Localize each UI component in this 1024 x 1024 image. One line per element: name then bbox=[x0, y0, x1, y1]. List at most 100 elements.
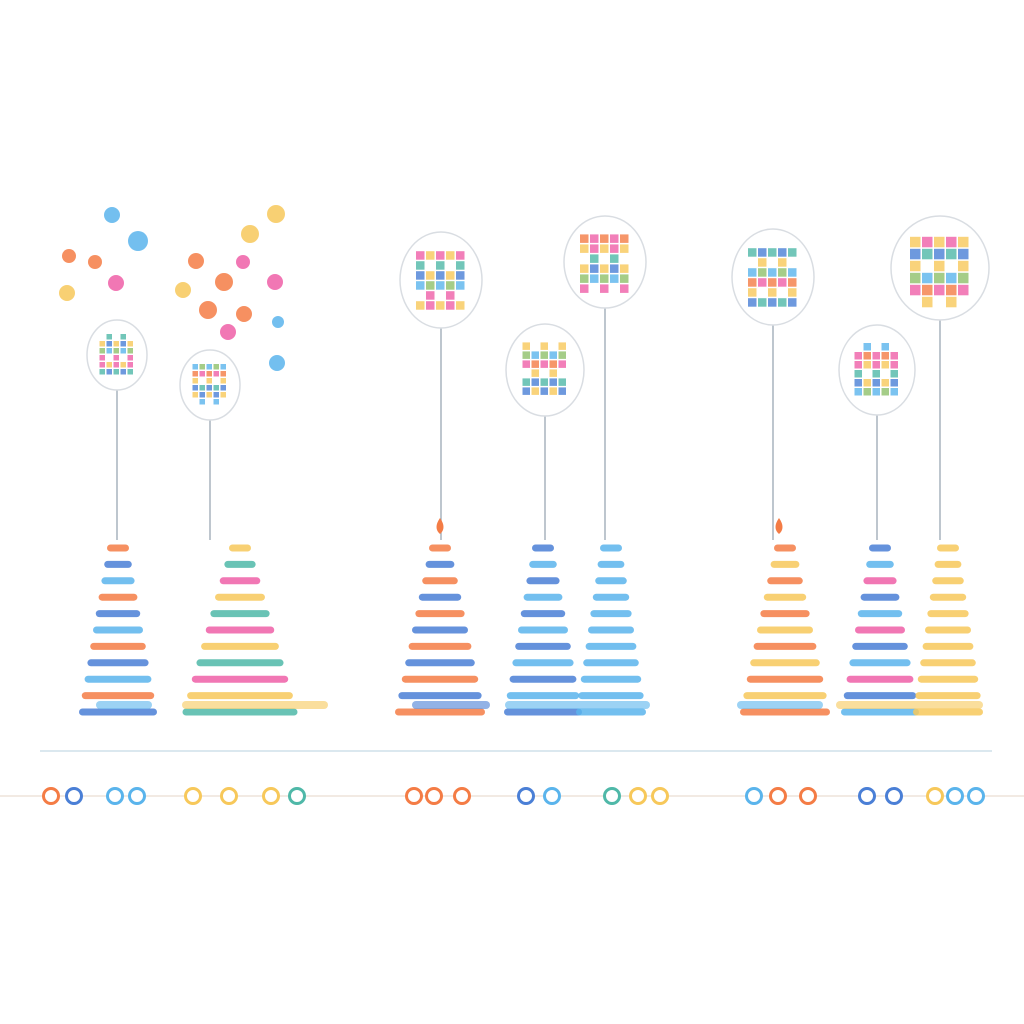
bead bbox=[288, 787, 306, 805]
confetti bbox=[241, 225, 259, 243]
stripe bbox=[932, 577, 964, 585]
confetti bbox=[267, 205, 285, 223]
balloon-tile bbox=[610, 274, 619, 283]
stripe bbox=[934, 560, 962, 568]
balloon-tile bbox=[199, 371, 205, 377]
balloon-tile bbox=[540, 351, 548, 359]
stripe bbox=[743, 692, 827, 700]
balloon-tile bbox=[213, 385, 219, 391]
balloon-tile bbox=[610, 264, 619, 273]
stripe bbox=[746, 675, 824, 683]
ground-stripe bbox=[412, 701, 490, 709]
balloon-tile bbox=[220, 371, 226, 377]
balloon-tile bbox=[758, 268, 767, 277]
stripe bbox=[518, 626, 568, 634]
balloon-tile bbox=[778, 298, 787, 307]
balloon-tile bbox=[881, 379, 889, 387]
stripe bbox=[224, 560, 256, 568]
drip bbox=[775, 518, 783, 534]
stripe bbox=[395, 708, 485, 716]
stripe bbox=[760, 610, 810, 618]
stripe bbox=[90, 642, 146, 650]
confetti bbox=[220, 324, 236, 340]
balloon-tile bbox=[610, 244, 619, 253]
ground-stripe bbox=[96, 701, 152, 709]
stripe bbox=[210, 610, 270, 618]
balloon-tile bbox=[778, 278, 787, 287]
balloon-tile bbox=[549, 369, 557, 377]
balloon-tile bbox=[748, 298, 757, 307]
bead bbox=[42, 787, 60, 805]
stripe bbox=[580, 675, 642, 683]
balloon-tile bbox=[590, 234, 599, 243]
stripe bbox=[770, 560, 800, 568]
balloon-tile bbox=[446, 281, 455, 290]
stripe bbox=[866, 560, 894, 568]
balloon-tile bbox=[600, 264, 609, 273]
stripe bbox=[219, 577, 261, 585]
balloon-tile bbox=[192, 385, 198, 391]
balloon-tile bbox=[768, 248, 777, 257]
stripe bbox=[509, 675, 577, 683]
stripe bbox=[95, 610, 141, 618]
balloon-tile bbox=[958, 236, 969, 248]
balloon-tile bbox=[436, 271, 445, 280]
stripe bbox=[869, 544, 891, 552]
balloon-tile bbox=[600, 284, 609, 293]
balloon-tile bbox=[446, 251, 455, 260]
bead bbox=[967, 787, 985, 805]
stripe bbox=[860, 593, 900, 601]
balloon-tile bbox=[558, 378, 566, 386]
balloon-tile bbox=[436, 261, 445, 270]
stripe bbox=[93, 626, 143, 634]
stripe bbox=[187, 692, 293, 700]
bead bbox=[106, 787, 124, 805]
confetti bbox=[108, 275, 124, 291]
balloon-tile bbox=[416, 281, 425, 290]
balloon-tile bbox=[748, 278, 757, 287]
balloon-tile bbox=[890, 361, 898, 369]
balloon-tile bbox=[778, 268, 787, 277]
balloon-tile bbox=[910, 272, 921, 284]
balloon-tile bbox=[872, 388, 880, 396]
bead bbox=[262, 787, 280, 805]
stripe bbox=[846, 675, 914, 683]
balloon-tile bbox=[922, 248, 933, 260]
balloon-tile bbox=[580, 264, 589, 273]
balloon-tile bbox=[220, 364, 226, 370]
balloon-tile bbox=[192, 371, 198, 377]
balloon-tile bbox=[590, 244, 599, 253]
stripe bbox=[405, 659, 475, 667]
stripe bbox=[937, 544, 959, 552]
stripe bbox=[196, 659, 284, 667]
balloon-tile bbox=[946, 296, 957, 308]
balloon-tile bbox=[213, 392, 219, 398]
confetti bbox=[104, 207, 120, 223]
balloon-tile bbox=[206, 385, 212, 391]
balloon-tile bbox=[863, 361, 871, 369]
stripe bbox=[87, 659, 149, 667]
balloon-tile bbox=[127, 355, 133, 361]
balloon-tile bbox=[778, 248, 787, 257]
balloon-tile bbox=[768, 288, 777, 297]
stripe bbox=[412, 626, 468, 634]
balloon-tile bbox=[456, 301, 465, 310]
balloon-tile bbox=[206, 371, 212, 377]
balloon-tile bbox=[890, 388, 898, 396]
balloon-tile bbox=[748, 288, 757, 297]
balloon-tile bbox=[426, 271, 435, 280]
balloon-tile bbox=[872, 379, 880, 387]
balloon-tile bbox=[206, 364, 212, 370]
balloon bbox=[399, 231, 483, 329]
stripe bbox=[182, 708, 298, 716]
balloon-tile bbox=[522, 360, 530, 368]
balloon-tile bbox=[540, 342, 548, 350]
balloon-tile bbox=[778, 258, 787, 267]
balloon-tile bbox=[854, 388, 862, 396]
stripe bbox=[107, 544, 129, 552]
balloon-tile bbox=[958, 272, 969, 284]
balloon-tile bbox=[416, 301, 425, 310]
balloon-tile bbox=[600, 244, 609, 253]
balloon-tile bbox=[416, 271, 425, 280]
stripe bbox=[841, 708, 919, 716]
